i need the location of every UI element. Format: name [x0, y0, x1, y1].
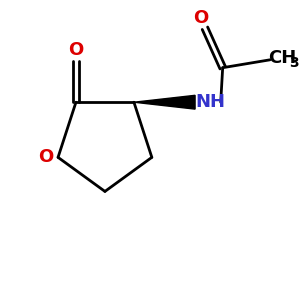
Text: CH: CH — [268, 49, 296, 67]
Text: O: O — [68, 41, 84, 59]
Text: 3: 3 — [289, 56, 298, 70]
Text: O: O — [193, 9, 208, 27]
Text: NH: NH — [196, 93, 226, 111]
Text: O: O — [39, 148, 54, 166]
Polygon shape — [134, 95, 195, 109]
